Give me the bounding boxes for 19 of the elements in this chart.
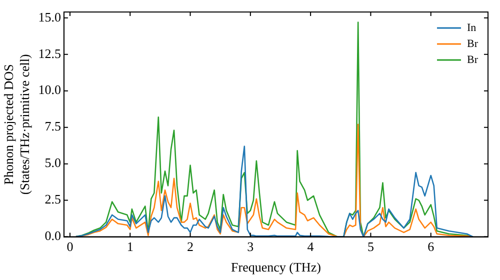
x-axis-title: Frequency (THz) <box>231 260 321 275</box>
x-tick-label: 6 <box>428 239 435 254</box>
y-tick-label: 2.5 <box>44 192 61 207</box>
legend-label: Br <box>467 38 478 50</box>
x-tick-label: 2 <box>187 239 194 254</box>
x-tick-label: 0 <box>66 239 74 254</box>
x-tick-label: 1 <box>126 239 134 254</box>
y-tick-label: 12.5 <box>38 46 61 61</box>
y-tick-label: 10.0 <box>38 82 61 98</box>
y-tick-label: 0.0 <box>44 228 61 244</box>
y-tick-label: 7.5 <box>44 118 61 134</box>
legend-label: In <box>467 22 477 34</box>
y-axis-title: Phonon projected DOS (States/THz·primitive cell) <box>1 54 32 195</box>
x-tick-label: 3 <box>247 239 254 254</box>
x-tick-label: 4 <box>307 239 314 254</box>
y-tick-label: 5.0 <box>44 155 61 170</box>
legend-label: Br <box>467 54 478 66</box>
y-tick-label: 15.0 <box>38 9 61 24</box>
x-tick-label: 5 <box>367 239 374 254</box>
